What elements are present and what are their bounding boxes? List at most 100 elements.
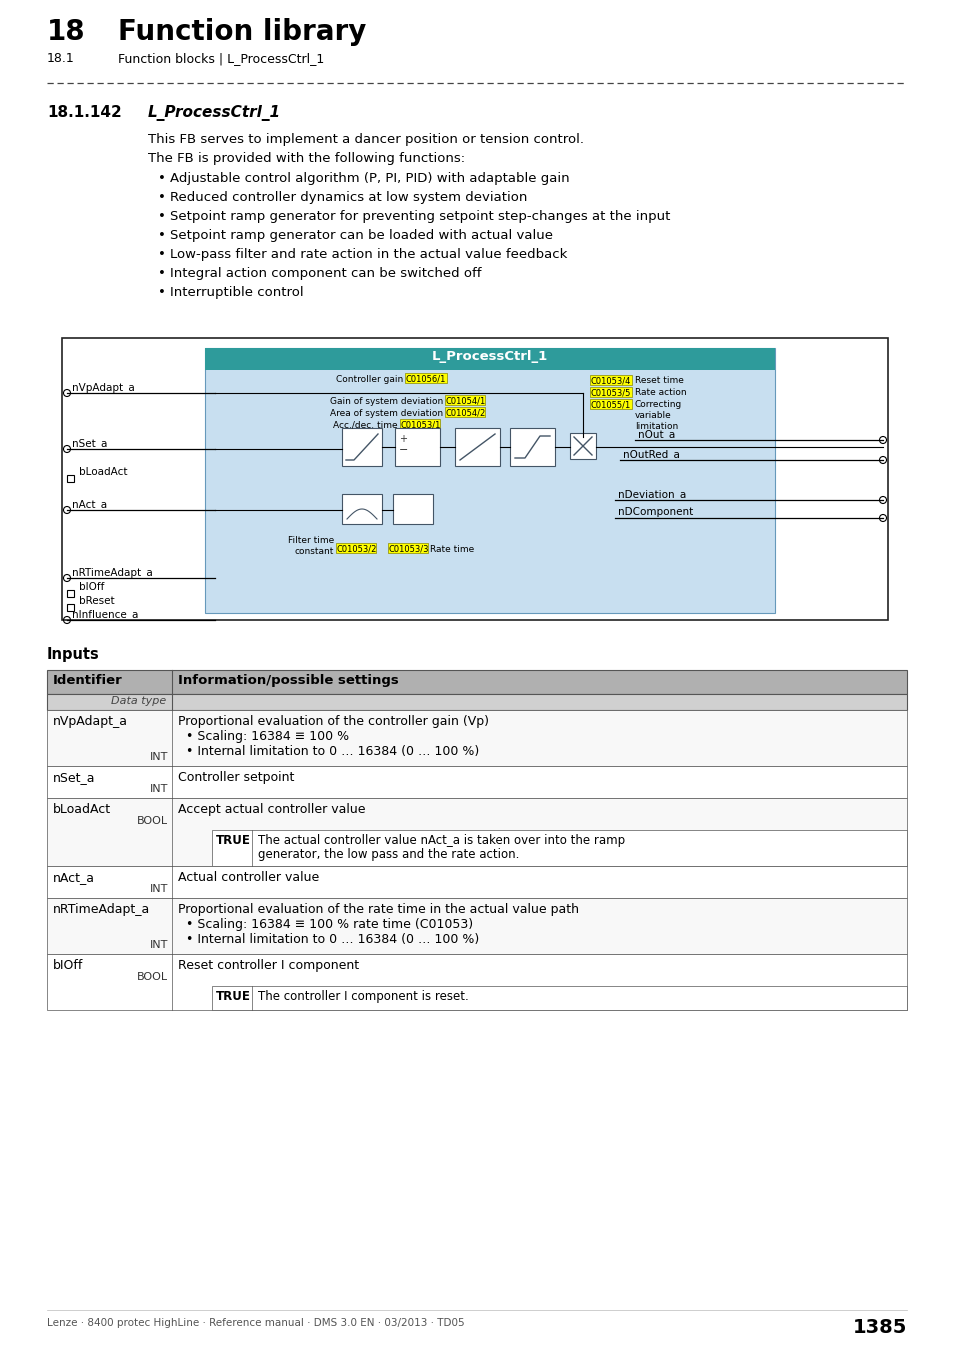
Bar — [47, 710, 906, 765]
Bar — [569, 433, 596, 459]
Text: Reset time: Reset time — [635, 377, 683, 385]
Text: Rate time: Rate time — [430, 545, 474, 554]
Text: • Scaling: 16384 ≡ 100 %: • Scaling: 16384 ≡ 100 % — [178, 730, 349, 742]
Bar — [67, 590, 74, 597]
Text: BOOL: BOOL — [136, 972, 168, 981]
Bar — [335, 543, 375, 554]
Text: Setpoint ramp generator can be loaded with actual value: Setpoint ramp generator can be loaded wi… — [170, 230, 553, 242]
Text: •: • — [158, 211, 166, 223]
Bar — [510, 428, 555, 466]
Text: TRUE: TRUE — [215, 990, 251, 1003]
Text: Controller gain: Controller gain — [335, 375, 402, 383]
Text: nInfluence_a: nInfluence_a — [71, 609, 138, 620]
Text: nVpAdapt_a: nVpAdapt_a — [53, 716, 128, 728]
Text: nOutRed_a: nOutRed_a — [622, 450, 679, 460]
Text: nAct_a: nAct_a — [71, 500, 107, 510]
Text: •: • — [158, 267, 166, 279]
Text: generator, the low pass and the rate action.: generator, the low pass and the rate act… — [257, 848, 518, 861]
Text: bIOff: bIOff — [79, 582, 104, 593]
Text: INT: INT — [150, 940, 168, 950]
Bar — [399, 418, 439, 429]
Text: C01054/1: C01054/1 — [446, 396, 486, 405]
Text: bReset: bReset — [79, 595, 114, 606]
Bar — [205, 348, 774, 613]
Bar — [47, 694, 906, 710]
Text: limitation: limitation — [635, 423, 678, 431]
Text: C01056/1: C01056/1 — [406, 374, 446, 383]
Text: 1385: 1385 — [852, 1318, 906, 1336]
Bar — [67, 475, 74, 482]
Text: Identifier: Identifier — [53, 674, 123, 687]
Bar — [62, 338, 887, 620]
Text: C01053/4: C01053/4 — [590, 377, 631, 385]
Text: −: − — [398, 446, 408, 455]
Text: Setpoint ramp generator for preventing setpoint step-changes at the input: Setpoint ramp generator for preventing s… — [170, 211, 670, 223]
Text: nSet_a: nSet_a — [71, 437, 108, 450]
Bar — [47, 765, 906, 798]
Text: 18.1: 18.1 — [47, 53, 74, 65]
Text: Area of system deviation: Area of system deviation — [330, 409, 442, 418]
Text: Acc./dec. time: Acc./dec. time — [333, 421, 397, 431]
Text: • Scaling: 16384 ≡ 100 % rate time (C01053): • Scaling: 16384 ≡ 100 % rate time (C010… — [178, 918, 473, 932]
Text: Reset controller I component: Reset controller I component — [178, 958, 358, 972]
Text: L_ProcessCtrl_1: L_ProcessCtrl_1 — [432, 350, 548, 363]
Text: The controller I component is reset.: The controller I component is reset. — [257, 990, 468, 1003]
Text: nDComponent: nDComponent — [618, 508, 693, 517]
Bar — [212, 986, 906, 1010]
Text: C01053/2: C01053/2 — [336, 544, 377, 554]
Text: INT: INT — [150, 784, 168, 794]
Text: The actual controller value nAct_a is taken over into the ramp: The actual controller value nAct_a is ta… — [257, 834, 624, 846]
Bar — [341, 428, 381, 466]
Text: The FB is provided with the following functions:: The FB is provided with the following fu… — [148, 153, 465, 165]
Text: INT: INT — [150, 884, 168, 894]
Bar — [212, 830, 906, 865]
Bar — [405, 373, 447, 383]
Bar — [47, 898, 906, 954]
Text: nVpAdapt_a: nVpAdapt_a — [71, 382, 134, 393]
Text: Controller setpoint: Controller setpoint — [178, 771, 294, 784]
Text: Integral action component can be switched off: Integral action component can be switche… — [170, 267, 481, 279]
Text: bLoadAct: bLoadAct — [53, 803, 111, 815]
Bar — [589, 387, 631, 397]
Text: 18: 18 — [47, 18, 86, 46]
Bar — [67, 603, 74, 612]
Text: nOut_a: nOut_a — [638, 429, 675, 440]
Text: •: • — [158, 190, 166, 204]
Text: L_ProcessCtrl_1: L_ProcessCtrl_1 — [148, 105, 281, 122]
Bar — [205, 348, 774, 370]
Text: constant: constant — [294, 547, 334, 556]
Text: •: • — [158, 171, 166, 185]
Text: Function blocks | L_ProcessCtrl_1: Function blocks | L_ProcessCtrl_1 — [118, 53, 324, 65]
Bar — [455, 428, 499, 466]
Text: bIOff: bIOff — [53, 958, 83, 972]
Text: nDeviation_a: nDeviation_a — [618, 489, 685, 500]
Text: Function library: Function library — [118, 18, 366, 46]
Bar — [395, 428, 439, 466]
Text: •: • — [158, 248, 166, 261]
Text: C01053/5: C01053/5 — [590, 387, 631, 397]
Text: •: • — [158, 286, 166, 298]
Text: Gain of system deviation: Gain of system deviation — [330, 397, 442, 406]
Text: 18.1.142: 18.1.142 — [47, 105, 122, 120]
Text: C01053/1: C01053/1 — [400, 420, 441, 429]
Bar — [388, 543, 428, 554]
Text: Lenze · 8400 protec HighLine · Reference manual · DMS 3.0 EN · 03/2013 · TD05: Lenze · 8400 protec HighLine · Reference… — [47, 1318, 464, 1328]
Bar — [589, 375, 631, 385]
Text: Data type: Data type — [111, 697, 166, 706]
Bar — [444, 396, 484, 405]
Text: variable: variable — [635, 410, 671, 420]
Bar — [341, 494, 381, 524]
Text: TRUE: TRUE — [215, 834, 251, 846]
Bar — [47, 865, 906, 898]
Text: • Internal limitation to 0 … 16384 (0 … 100 %): • Internal limitation to 0 … 16384 (0 … … — [178, 745, 478, 757]
Text: nRTimeAdapt_a: nRTimeAdapt_a — [53, 903, 150, 917]
Bar — [47, 798, 906, 865]
Text: Interruptible control: Interruptible control — [170, 286, 303, 298]
Text: +: + — [398, 433, 407, 444]
Bar — [393, 494, 433, 524]
Bar — [47, 954, 906, 1010]
Text: •: • — [158, 230, 166, 242]
Text: BOOL: BOOL — [136, 815, 168, 826]
Text: Adjustable control algorithm (P, PI, PID) with adaptable gain: Adjustable control algorithm (P, PI, PID… — [170, 171, 569, 185]
Bar — [47, 670, 906, 694]
